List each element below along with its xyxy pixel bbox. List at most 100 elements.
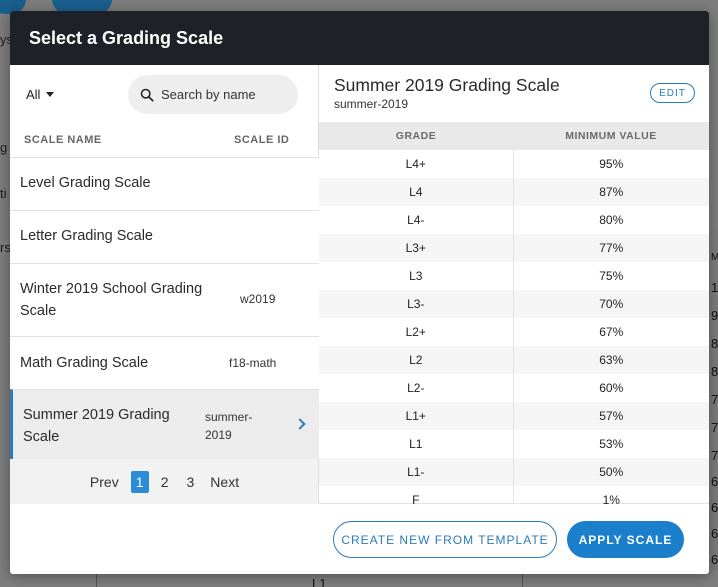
background-text: 10 — [711, 280, 718, 295]
minimum-value-cell: 60% — [599, 381, 624, 395]
modal-header: Select a Grading Scale — [10, 11, 709, 65]
grade-cell: F — [319, 486, 514, 504]
grade-cell: L4+ — [319, 150, 514, 178]
pagination-next[interactable]: Next — [210, 474, 240, 490]
filter-dropdown-value: All — [26, 87, 41, 102]
grade-row: F 1% — [319, 486, 709, 504]
pagination-page-3[interactable]: 3 — [186, 474, 195, 490]
background-button — [52, 0, 112, 14]
background-text: g — [0, 140, 8, 155]
modal-title: Select a Grading Scale — [29, 27, 224, 48]
minimum-value-cell: 87% — [513, 178, 709, 206]
background-divider — [96, 572, 97, 587]
scale-item-name: Summer 2019 Grading — [23, 407, 170, 423]
scale-list-panel: All SCALE NAME SCALE ID Level G — [10, 65, 319, 504]
search-box[interactable] — [128, 75, 298, 114]
search-icon — [140, 88, 154, 102]
grade-cell: L2 — [319, 346, 514, 374]
background-text: 6 — [711, 552, 718, 567]
grade-cell: L2- — [319, 374, 514, 402]
grade-table-header: GRADE MINIMUM VALUE — [319, 122, 709, 150]
background-text: 7 — [711, 420, 718, 435]
background-text: 7 — [711, 392, 718, 407]
background-text: 8 — [711, 336, 718, 351]
minimum-value-cell: 77% — [513, 234, 709, 262]
scale-item-math[interactable]: Math Grading Scale f18-math — [10, 336, 319, 389]
background-text: L1 — [312, 576, 327, 587]
background-button — [0, 0, 26, 14]
grade-row: L2 63% — [319, 346, 709, 374]
background-text: ys — [0, 32, 13, 47]
scale-item-level[interactable]: Level Grading Scale — [10, 157, 319, 210]
scale-item-id: 2019 — [205, 428, 232, 442]
search-input[interactable] — [161, 87, 291, 102]
minimum-value-cell: 1% — [602, 493, 620, 504]
pagination-prev[interactable]: Prev — [89, 474, 119, 490]
grading-scale-modal: Select a Grading Scale All SCALE NAME — [10, 11, 709, 574]
grade-cell: L4- — [319, 206, 514, 234]
scale-item-id: f18-math — [229, 356, 277, 370]
scale-item-name: Scale — [20, 303, 57, 319]
scale-item-name: Letter Grading Scale — [20, 228, 153, 244]
scale-item-id: summer- — [205, 410, 253, 424]
pagination-page-2[interactable]: 2 — [160, 474, 169, 490]
caret-down-icon — [46, 92, 55, 97]
grade-cell: L2+ — [319, 318, 514, 346]
background-column — [710, 230, 718, 570]
minimum-value-cell: 80% — [599, 213, 624, 227]
scale-detail-panel: Summer 2019 Grading Scale summer-2019 ED… — [319, 65, 709, 504]
grade-table: GRADE MINIMUM VALUE L4+ 95% L4 87% L4- 80% L3+… — [319, 122, 709, 504]
grade-row: L2+ 67% — [319, 318, 709, 346]
background-text: MU — [711, 252, 718, 263]
background-text: 6 — [711, 526, 718, 541]
background-text: 9 — [711, 308, 718, 323]
grade-row: L3 75% — [319, 262, 709, 290]
grade-row: L2- 60% — [319, 374, 709, 402]
scale-list: Level Grading Scale Letter Grading Scale… — [10, 157, 319, 459]
grade-cell: L1+ — [319, 402, 514, 430]
column-header-scale-id: SCALE ID — [234, 134, 290, 146]
filter-dropdown[interactable]: All — [26, 87, 55, 102]
minimum-value-cell: 95% — [599, 157, 624, 171]
grade-row: L3+ 77% — [319, 234, 709, 262]
grade-row: L1- 50% — [319, 458, 709, 486]
grade-cell: L1 — [319, 430, 514, 458]
grade-row: L1 53% — [319, 430, 709, 458]
grade-cell: L1- — [319, 458, 514, 486]
scale-item-id: w2019 — [240, 292, 276, 306]
grade-cell: L3- — [319, 290, 514, 318]
grade-row: L4 87% — [319, 178, 709, 206]
pagination: Prev 1 2 3 Next — [10, 460, 319, 504]
scale-item-name: Winter 2019 School Grading — [20, 281, 203, 297]
background-divider — [522, 572, 523, 587]
pagination-page-1[interactable]: 1 — [130, 471, 149, 493]
background-text: 7 — [711, 448, 718, 463]
edit-button[interactable]: EDIT — [650, 83, 695, 103]
scale-item-letter[interactable]: Letter Grading Scale — [10, 210, 319, 263]
scale-item-winter-2019[interactable]: Winter 2019 School Grading Scale w2019 — [10, 263, 319, 336]
background-text: 6 — [711, 500, 718, 515]
create-from-template-button[interactable]: CREATE NEW FROM TEMPLATE — [333, 521, 557, 558]
column-header-minimum-value: MINIMUM VALUE — [513, 122, 709, 150]
minimum-value-cell: 75% — [599, 269, 624, 283]
scale-list-header: SCALE NAME SCALE ID — [10, 130, 318, 152]
apply-scale-button[interactable]: APPLY SCALE — [567, 521, 684, 558]
minimum-value-cell: 63% — [513, 346, 709, 374]
minimum-value-cell: 53% — [599, 437, 624, 451]
scale-item-summer-2019[interactable]: Summer 2019 Grading Scale summer- 2019 — [10, 389, 319, 459]
modal-body: All SCALE NAME SCALE ID Level G — [10, 65, 709, 504]
scale-detail-id: summer-2019 — [334, 97, 409, 111]
scale-detail-title: Summer 2019 Grading Scale — [334, 75, 560, 95]
grade-cell: L3 — [319, 262, 514, 290]
minimum-value-cell: 57% — [513, 402, 709, 430]
minimum-value-cell: 70% — [513, 290, 709, 318]
grade-row: L1+ 57% — [319, 402, 709, 430]
grade-row: L3- 70% — [319, 290, 709, 318]
background-text: ti — [0, 186, 7, 201]
minimum-value-cell: 50% — [513, 458, 709, 486]
grade-cell: L4 — [319, 178, 514, 206]
column-header-grade: GRADE — [319, 122, 513, 150]
grade-cell: L3+ — [319, 234, 514, 262]
scale-item-name: Level Grading Scale — [20, 175, 151, 191]
minimum-value-cell: 67% — [599, 325, 624, 339]
